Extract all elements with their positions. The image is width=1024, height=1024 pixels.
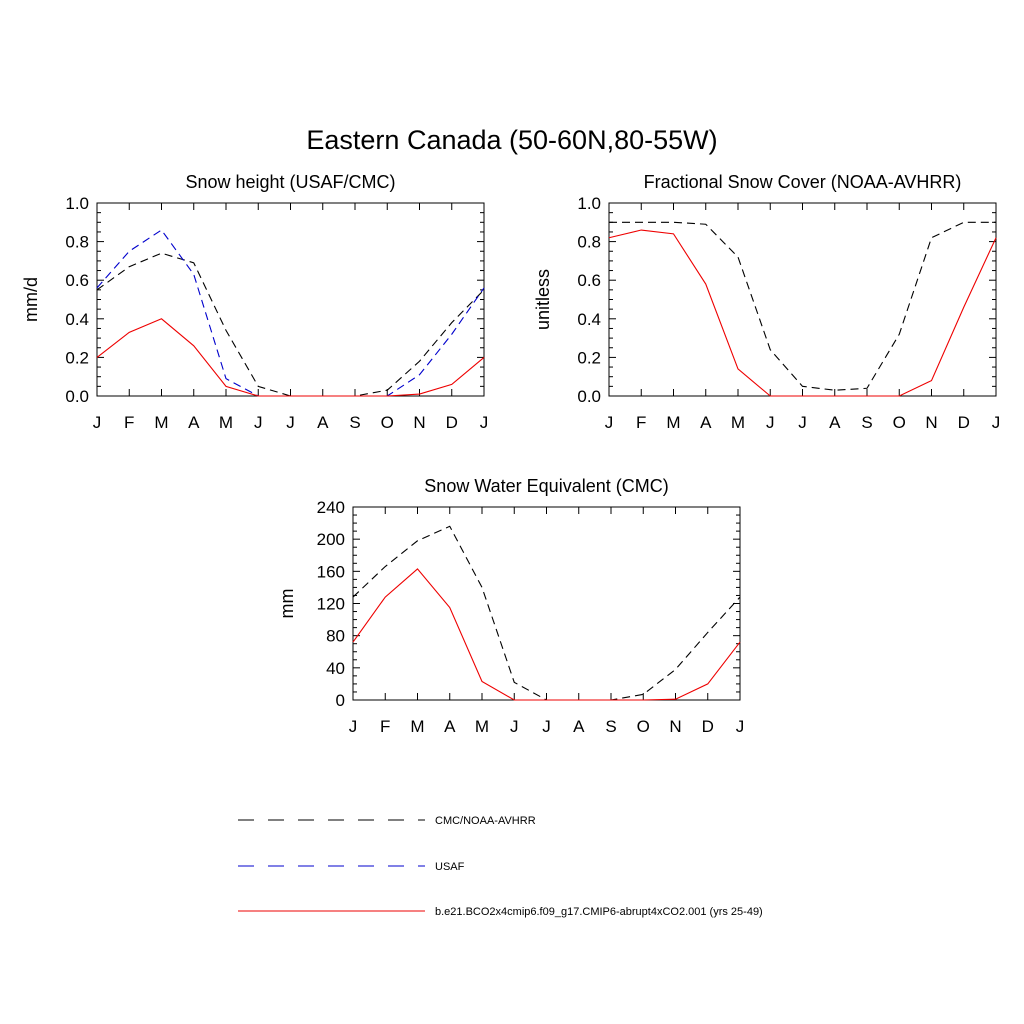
chart-panel-2: J F M A M J J A S O N D J0.00.20.40.60.81.0Fractiona… [533,172,1000,432]
y-axis-label: unitless [533,269,553,330]
legend-label-2: USAF [435,861,465,873]
series-line-1 [352,525,741,701]
x-tick-label: M [731,413,745,432]
x-tick-label: M [666,413,680,432]
legend-label-3: b.e21.BCO2x4cmip6.f09_g17.CMIP6-abrupt4x… [435,906,763,918]
panel-title: Snow height (USAF/CMC) [185,172,395,192]
x-tick-label: A [317,413,329,432]
y-axis-label: mm [277,589,297,619]
y-tick-label: 40 [326,659,345,678]
x-tick-label: J [798,413,807,432]
x-tick-label: D [446,413,458,432]
x-tick-label: J [254,413,263,432]
series-line-2 [96,229,485,397]
plot-frame [96,202,485,397]
y-tick-label: 1.0 [577,194,601,213]
x-tick-label: A [444,717,456,736]
y-tick-label: 160 [317,562,345,581]
x-tick-label: F [124,413,134,432]
series-line-1 [609,221,996,391]
y-tick-label: 0.8 [65,233,89,252]
y-tick-label: 240 [317,498,345,517]
x-tick-label: J [766,413,775,432]
x-tick-label: J [605,413,614,432]
x-tick-label: A [829,413,841,432]
y-tick-label: 0.4 [577,310,601,329]
y-tick-label: 0.2 [65,348,89,367]
y-tick-label: 1.0 [65,194,89,213]
x-tick-label: D [702,717,714,736]
x-tick-label: J [93,413,102,432]
y-tick-label: 120 [317,595,345,614]
x-tick-label: S [349,413,360,432]
x-tick-label: F [636,413,646,432]
y-tick-label: 0.4 [65,310,89,329]
legend: CMC/NOAA-AVHRR USAF b.e21.BCO2x4cmip6.f09_… [238,815,763,918]
x-tick-label: J [992,413,1001,432]
x-tick-label: A [700,413,712,432]
figure-title: Eastern Canada (50-60N,80-55W) [306,125,717,155]
y-tick-label: 0 [336,691,345,710]
y-axis-label: mm/d [21,277,41,322]
x-tick-label: F [380,717,390,736]
x-tick-label: D [958,413,970,432]
x-tick-label: J [736,717,745,736]
x-tick-label: M [410,717,424,736]
x-tick-label: M [154,413,168,432]
x-tick-label: O [637,717,650,736]
x-tick-label: A [188,413,200,432]
x-tick-label: J [349,717,358,736]
series-line-2 [352,568,741,701]
y-tick-label: 0.6 [65,271,89,290]
series-line-2 [608,229,997,397]
series-line-1 [96,252,485,397]
x-tick-label: O [893,413,906,432]
plot-frame [352,506,741,701]
x-tick-label: O [381,413,394,432]
y-tick-label: 0.8 [577,233,601,252]
x-tick-label: J [480,413,489,432]
x-tick-label: N [925,413,937,432]
x-tick-label: N [669,717,681,736]
x-tick-label: A [573,717,585,736]
y-tick-label: 0.6 [577,271,601,290]
panel-title: Snow Water Equivalent (CMC) [424,476,668,496]
x-tick-label: M [475,717,489,736]
x-tick-label: J [542,717,551,736]
x-tick-label: M [219,413,233,432]
y-tick-label: 200 [317,530,345,549]
x-tick-label: J [286,413,295,432]
legend-label-1: CMC/NOAA-AVHRR [435,815,536,827]
x-tick-label: N [413,413,425,432]
y-tick-label: 0.0 [65,387,89,406]
x-tick-label: S [605,717,616,736]
x-tick-label: J [510,717,519,736]
panel-title: Fractional Snow Cover (NOAA-AVHRR) [644,172,962,192]
x-tick-label: S [861,413,872,432]
series-line-3 [96,318,485,397]
y-tick-label: 0.2 [577,348,601,367]
y-tick-label: 80 [326,627,345,646]
y-tick-label: 0.0 [577,387,601,406]
